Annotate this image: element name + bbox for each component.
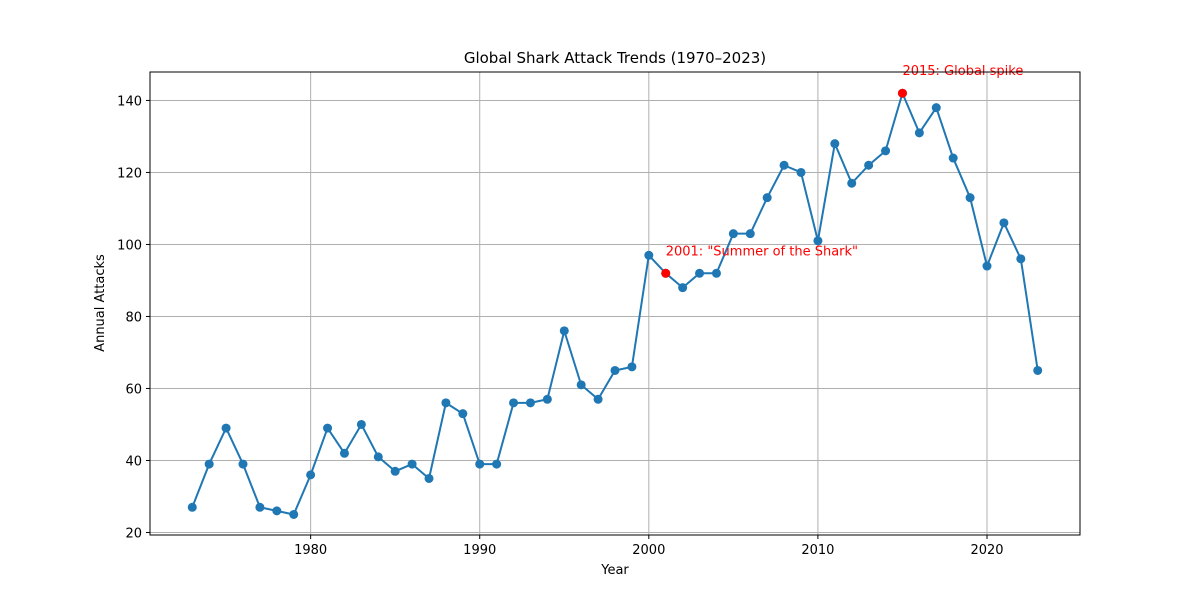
- data-point: [728, 229, 738, 239]
- x-tick-label: 1980: [294, 543, 327, 558]
- data-point: [779, 160, 789, 170]
- data-point: [492, 459, 502, 469]
- data-point: [881, 146, 891, 156]
- data-point: [373, 452, 383, 462]
- data-point: [695, 268, 705, 278]
- data-point: [982, 261, 992, 271]
- highlight-point: [897, 88, 907, 98]
- x-axis-label: Year: [600, 563, 629, 578]
- data-point: [238, 459, 248, 469]
- data-point: [762, 193, 772, 203]
- y-tick-label: 140: [117, 94, 142, 109]
- data-point: [525, 398, 535, 408]
- data-point: [255, 502, 265, 512]
- data-point: [796, 167, 806, 177]
- y-axis-label: Annual Attacks: [93, 254, 108, 352]
- series-line: [191, 92, 1039, 516]
- data-point: [813, 236, 823, 246]
- data-point: [424, 473, 434, 483]
- data-point: [931, 103, 941, 113]
- grid: [150, 72, 1080, 535]
- data-point: [542, 394, 552, 404]
- data-point: [830, 139, 840, 149]
- x-tick-label: 2010: [801, 543, 834, 558]
- data-point: [339, 448, 349, 458]
- data-point: [745, 229, 755, 239]
- data-point: [914, 128, 924, 138]
- highlight-point: [661, 268, 671, 278]
- data-point: [576, 380, 586, 390]
- y-tick-label: 60: [125, 382, 142, 397]
- x-tick-label: 2020: [970, 543, 1003, 558]
- series: [187, 88, 1043, 519]
- data-point: [475, 459, 485, 469]
- data-point: [965, 193, 975, 203]
- data-point: [272, 506, 282, 516]
- data-point: [1016, 254, 1026, 264]
- annotation-label: 2001: "Summer of the Shark": [666, 244, 858, 259]
- data-point: [1033, 365, 1043, 375]
- data-point: [458, 409, 468, 419]
- y-tick-label: 40: [125, 454, 142, 469]
- plot-frame: [149, 71, 1081, 536]
- data-point: [559, 326, 569, 336]
- x-tick-label: 1990: [463, 543, 496, 558]
- data-point: [948, 153, 958, 163]
- data-point: [187, 502, 197, 512]
- data-point: [627, 362, 637, 372]
- y-tick-label: 80: [125, 310, 142, 325]
- data-point: [441, 398, 451, 408]
- data-point: [221, 423, 231, 433]
- data-point: [999, 218, 1009, 228]
- data-point: [847, 178, 857, 188]
- data-point: [610, 365, 620, 375]
- y-tick-label: 100: [117, 238, 142, 253]
- data-point: [509, 398, 519, 408]
- data-point: [356, 419, 366, 429]
- data-point: [289, 509, 299, 519]
- data-point: [306, 470, 316, 480]
- annotations: 2001: "Summer of the Shark"2015: Global …: [661, 64, 1023, 278]
- y-tick-label: 120: [117, 166, 142, 181]
- data-point: [323, 423, 333, 433]
- data-point: [711, 268, 721, 278]
- y-tick-label: 20: [125, 526, 142, 541]
- data-point: [678, 283, 688, 293]
- data-point: [644, 250, 654, 260]
- data-point: [864, 160, 874, 170]
- data-point: [593, 394, 603, 404]
- data-point: [390, 466, 400, 476]
- data-point: [407, 459, 417, 469]
- chart-title: Global Shark Attack Trends (1970–2023): [464, 49, 766, 67]
- x-tick-label: 2000: [632, 543, 665, 558]
- data-point: [204, 459, 214, 469]
